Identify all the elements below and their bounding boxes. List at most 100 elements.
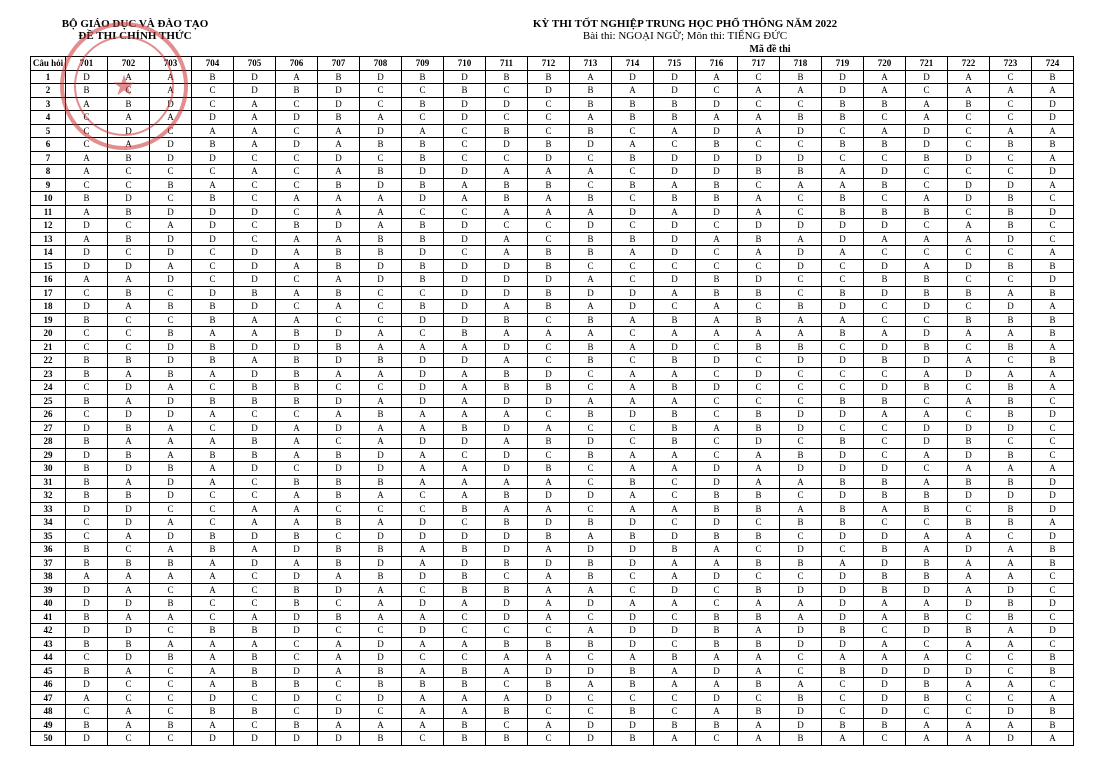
answer-cell: D bbox=[654, 529, 696, 543]
answer-cell: B bbox=[1032, 354, 1074, 368]
answer-cell: D bbox=[150, 246, 192, 260]
answer-cell: A bbox=[66, 570, 108, 584]
answer-cell: B bbox=[528, 637, 570, 651]
answer-cell: A bbox=[66, 232, 108, 246]
answer-cell: A bbox=[654, 394, 696, 408]
table-row: 46DCCABBCBBBCBABAABACDBAAC bbox=[31, 678, 1074, 692]
answer-cell: A bbox=[990, 462, 1032, 476]
answer-cell: B bbox=[276, 354, 318, 368]
answer-cell: A bbox=[948, 232, 990, 246]
answer-cell: C bbox=[696, 340, 738, 354]
answer-cell: D bbox=[528, 84, 570, 98]
answer-cell: C bbox=[276, 705, 318, 719]
answer-cell: C bbox=[108, 246, 150, 260]
table-header-row: Câu hỏi 70170270370470570670770870971071… bbox=[31, 57, 1074, 71]
answer-cell: A bbox=[738, 448, 780, 462]
answer-cell: B bbox=[486, 192, 528, 206]
answer-cell: D bbox=[402, 381, 444, 395]
answer-cell: C bbox=[66, 705, 108, 719]
answer-cell: D bbox=[696, 151, 738, 165]
answer-cell: C bbox=[444, 138, 486, 152]
answer-cell: C bbox=[444, 651, 486, 665]
answer-cell: C bbox=[66, 178, 108, 192]
answer-cell: C bbox=[570, 381, 612, 395]
answer-cell: A bbox=[1032, 367, 1074, 381]
answer-cell: D bbox=[528, 556, 570, 570]
answer-cell: B bbox=[990, 502, 1032, 516]
answer-cell: A bbox=[276, 489, 318, 503]
answer-cell: A bbox=[738, 624, 780, 638]
answer-cell: C bbox=[486, 718, 528, 732]
answer-cell: D bbox=[402, 435, 444, 449]
answer-cell: D bbox=[66, 448, 108, 462]
answer-cell: A bbox=[612, 394, 654, 408]
answer-cell: A bbox=[612, 462, 654, 476]
answer-cell: A bbox=[318, 367, 360, 381]
answer-cell: D bbox=[66, 502, 108, 516]
table-row: 7ABDDCCDCBCCDCBDDDDCCBDCA bbox=[31, 151, 1074, 165]
answer-cell: B bbox=[990, 516, 1032, 530]
table-row: 32BBDCCABACABDDACBBCDBBDDD bbox=[31, 489, 1074, 503]
answer-cell: A bbox=[738, 718, 780, 732]
answer-cell: B bbox=[108, 97, 150, 111]
answer-cell: B bbox=[696, 637, 738, 651]
answer-cell: C bbox=[1032, 678, 1074, 692]
answer-cell: B bbox=[276, 381, 318, 395]
answer-cell: D bbox=[150, 408, 192, 422]
answer-cell: C bbox=[234, 718, 276, 732]
question-number: 23 bbox=[31, 367, 66, 381]
answer-cell: D bbox=[1032, 502, 1074, 516]
answer-cell: A bbox=[738, 246, 780, 260]
answer-cell: B bbox=[108, 205, 150, 219]
answer-cell: C bbox=[990, 97, 1032, 111]
answer-cell: D bbox=[402, 192, 444, 206]
answer-cell: B bbox=[696, 192, 738, 206]
answer-cell: D bbox=[780, 462, 822, 476]
answer-cell: A bbox=[654, 556, 696, 570]
question-number: 9 bbox=[31, 178, 66, 192]
answer-cell: B bbox=[948, 516, 990, 530]
answer-cell: B bbox=[864, 543, 906, 557]
answer-cell: A bbox=[780, 597, 822, 611]
answer-cell: B bbox=[654, 408, 696, 422]
answer-cell: C bbox=[402, 651, 444, 665]
answer-cell: C bbox=[990, 651, 1032, 665]
answer-cell: B bbox=[906, 381, 948, 395]
answer-cell: D bbox=[780, 124, 822, 138]
answer-cell: A bbox=[654, 678, 696, 692]
question-number: 27 bbox=[31, 421, 66, 435]
answer-cell: A bbox=[612, 448, 654, 462]
answer-cell: D bbox=[654, 70, 696, 84]
answer-cell: D bbox=[66, 583, 108, 597]
answer-cell: D bbox=[234, 421, 276, 435]
answer-cell: B bbox=[906, 556, 948, 570]
answer-cell: A bbox=[1032, 178, 1074, 192]
answer-cell: D bbox=[444, 529, 486, 543]
answer-cell: C bbox=[654, 259, 696, 273]
answer-cell: B bbox=[612, 705, 654, 719]
answer-cell: B bbox=[360, 408, 402, 422]
answer-cell: D bbox=[780, 583, 822, 597]
answer-cell: A bbox=[528, 421, 570, 435]
answer-cell: A bbox=[402, 448, 444, 462]
answer-cell: D bbox=[234, 300, 276, 314]
answer-cell: C bbox=[948, 246, 990, 260]
answer-cell: B bbox=[696, 610, 738, 624]
answer-cell: A bbox=[696, 313, 738, 327]
answer-cell: A bbox=[696, 111, 738, 125]
answer-cell: C bbox=[654, 489, 696, 503]
answer-cell: B bbox=[906, 273, 948, 287]
answer-cell: D bbox=[906, 664, 948, 678]
answer-cell: B bbox=[108, 637, 150, 651]
answer-cell: C bbox=[570, 610, 612, 624]
answer-cell: C bbox=[780, 529, 822, 543]
answer-cell: A bbox=[654, 367, 696, 381]
answer-cell: A bbox=[906, 732, 948, 746]
answer-cell: C bbox=[570, 462, 612, 476]
answer-cell: B bbox=[864, 583, 906, 597]
answer-cell: A bbox=[318, 192, 360, 206]
answer-cell: D bbox=[192, 151, 234, 165]
answer-cell: D bbox=[948, 421, 990, 435]
answer-cell: C bbox=[864, 367, 906, 381]
answer-cell: A bbox=[990, 124, 1032, 138]
